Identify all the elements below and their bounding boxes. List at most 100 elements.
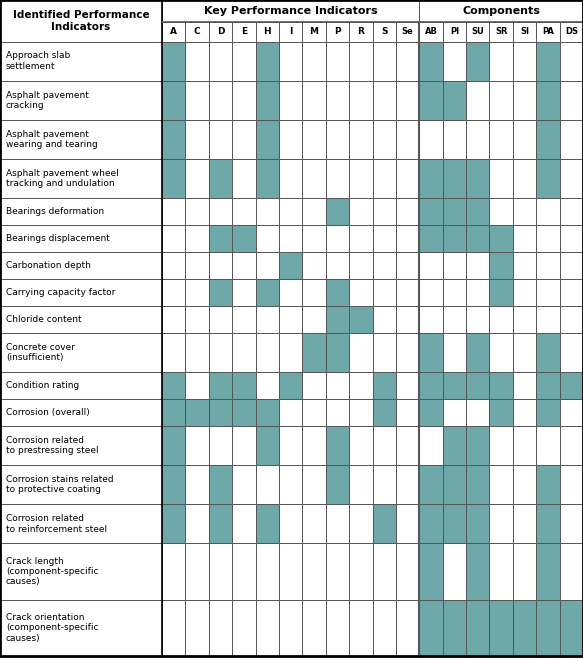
Bar [560,306,583,333]
Bar [490,372,513,399]
Bar [232,399,255,426]
Bar [162,372,185,399]
Bar [396,599,419,656]
Bar [349,41,373,81]
Bar [419,306,442,333]
Text: PI: PI [450,28,459,36]
Bar [162,41,185,81]
Bar [185,426,209,465]
Bar [232,225,255,252]
Text: Se: Se [402,28,413,36]
Bar [209,399,232,426]
Bar [349,372,373,399]
Bar [279,81,303,120]
Bar [560,279,583,306]
Bar [279,41,303,81]
Bar [442,198,466,225]
Bar [349,465,373,504]
Bar [349,252,373,279]
Text: Asphalt pavement wheel
tracking and undulation: Asphalt pavement wheel tracking and undu… [6,169,119,188]
Text: M: M [310,28,318,36]
Bar [560,159,583,198]
Bar [209,22,232,41]
Bar [0,120,162,159]
Bar [279,159,303,198]
Bar [326,252,349,279]
Bar [0,544,162,599]
Bar [209,41,232,81]
Bar [373,372,396,399]
Bar [560,252,583,279]
Bar [326,504,349,544]
Bar [396,372,419,399]
Bar [490,399,513,426]
Bar [560,81,583,120]
Text: D: D [217,28,224,36]
Bar [560,544,583,599]
Bar [466,81,490,120]
Bar [490,252,513,279]
Bar [185,225,209,252]
Bar [396,465,419,504]
Text: Corrosion related
to reinforcement steel: Corrosion related to reinforcement steel [6,514,107,534]
Bar [419,544,442,599]
Bar [255,252,279,279]
Bar [536,41,560,81]
Bar [232,198,255,225]
Bar [349,504,373,544]
Bar [419,252,442,279]
Bar [536,198,560,225]
Bar [255,279,279,306]
Bar [185,599,209,656]
Bar [303,81,326,120]
Bar [373,81,396,120]
Bar [490,120,513,159]
Bar [349,426,373,465]
Bar [536,426,560,465]
Bar [419,81,442,120]
Bar [209,306,232,333]
Bar [373,426,396,465]
Bar [490,81,513,120]
Text: C: C [194,28,201,36]
Bar [560,41,583,81]
Bar [326,599,349,656]
Text: R: R [357,28,364,36]
Bar [279,198,303,225]
Bar [419,279,442,306]
Bar [466,504,490,544]
Bar [162,81,185,120]
Bar [303,465,326,504]
Bar [232,426,255,465]
Text: Approach slab
settlement: Approach slab settlement [6,51,70,71]
Text: H: H [264,28,271,36]
Bar [419,41,442,81]
Bar [303,159,326,198]
Bar [232,544,255,599]
Bar [513,426,536,465]
Bar [442,279,466,306]
Bar [373,159,396,198]
Bar [0,198,162,225]
Bar [536,22,560,41]
Bar [560,465,583,504]
Text: Corrosion related
to prestressing steel: Corrosion related to prestressing steel [6,436,99,455]
Bar [442,225,466,252]
Bar [326,372,349,399]
Bar [326,426,349,465]
Bar [442,159,466,198]
Bar [442,599,466,656]
Bar [349,81,373,120]
Bar [162,225,185,252]
Bar [303,544,326,599]
Bar [326,465,349,504]
Bar [396,279,419,306]
Bar [279,504,303,544]
Bar [162,159,185,198]
Bar [513,159,536,198]
Text: Condition rating: Condition rating [6,381,79,390]
Bar [255,399,279,426]
Bar [326,81,349,120]
Bar [255,372,279,399]
Bar [326,279,349,306]
